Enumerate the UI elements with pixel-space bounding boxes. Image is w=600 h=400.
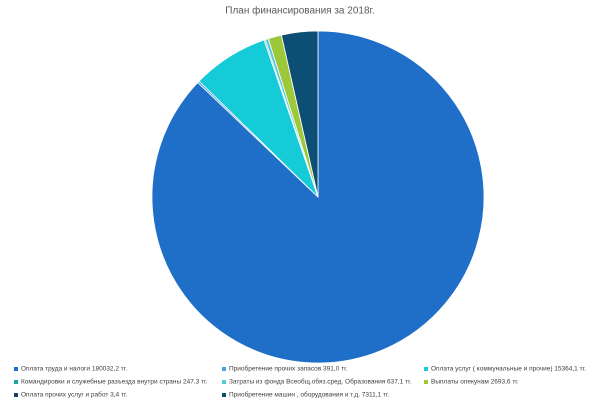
- legend-label: Оплата услуг ( коммунальные и прочие) 15…: [431, 366, 586, 373]
- legend-label: Выплаты опекунам 2693,6 тг.: [431, 379, 519, 386]
- legend-label: Затраты из фонда Всеобщ.обяз.сред. Образ…: [229, 378, 412, 386]
- legend-swatch: [424, 380, 428, 384]
- legend-swatch: [14, 393, 18, 397]
- legend-swatch: [14, 367, 18, 371]
- legend-label: Оплата труда и налоги 180032,2 тг.: [21, 366, 127, 373]
- legend-swatch: [222, 367, 226, 371]
- legend-label: Приобретение прочих запасов 391,0 тг.: [229, 365, 348, 373]
- pie-slice: [280, 30, 319, 198]
- legend-swatch: [222, 380, 226, 384]
- legend-swatch: [14, 380, 18, 384]
- legend-label: Оплата прочих услуг и работ 3,4 тг.: [21, 391, 128, 399]
- legend-label: Командировки и служебные разъезда внутри…: [21, 378, 208, 386]
- legend-label: Приобретение машин , оборудования и т.д.…: [229, 391, 390, 399]
- legend-swatch: [424, 367, 428, 371]
- chart-title: План финансирования за 2018г.: [225, 5, 374, 17]
- legend-swatch: [222, 393, 226, 397]
